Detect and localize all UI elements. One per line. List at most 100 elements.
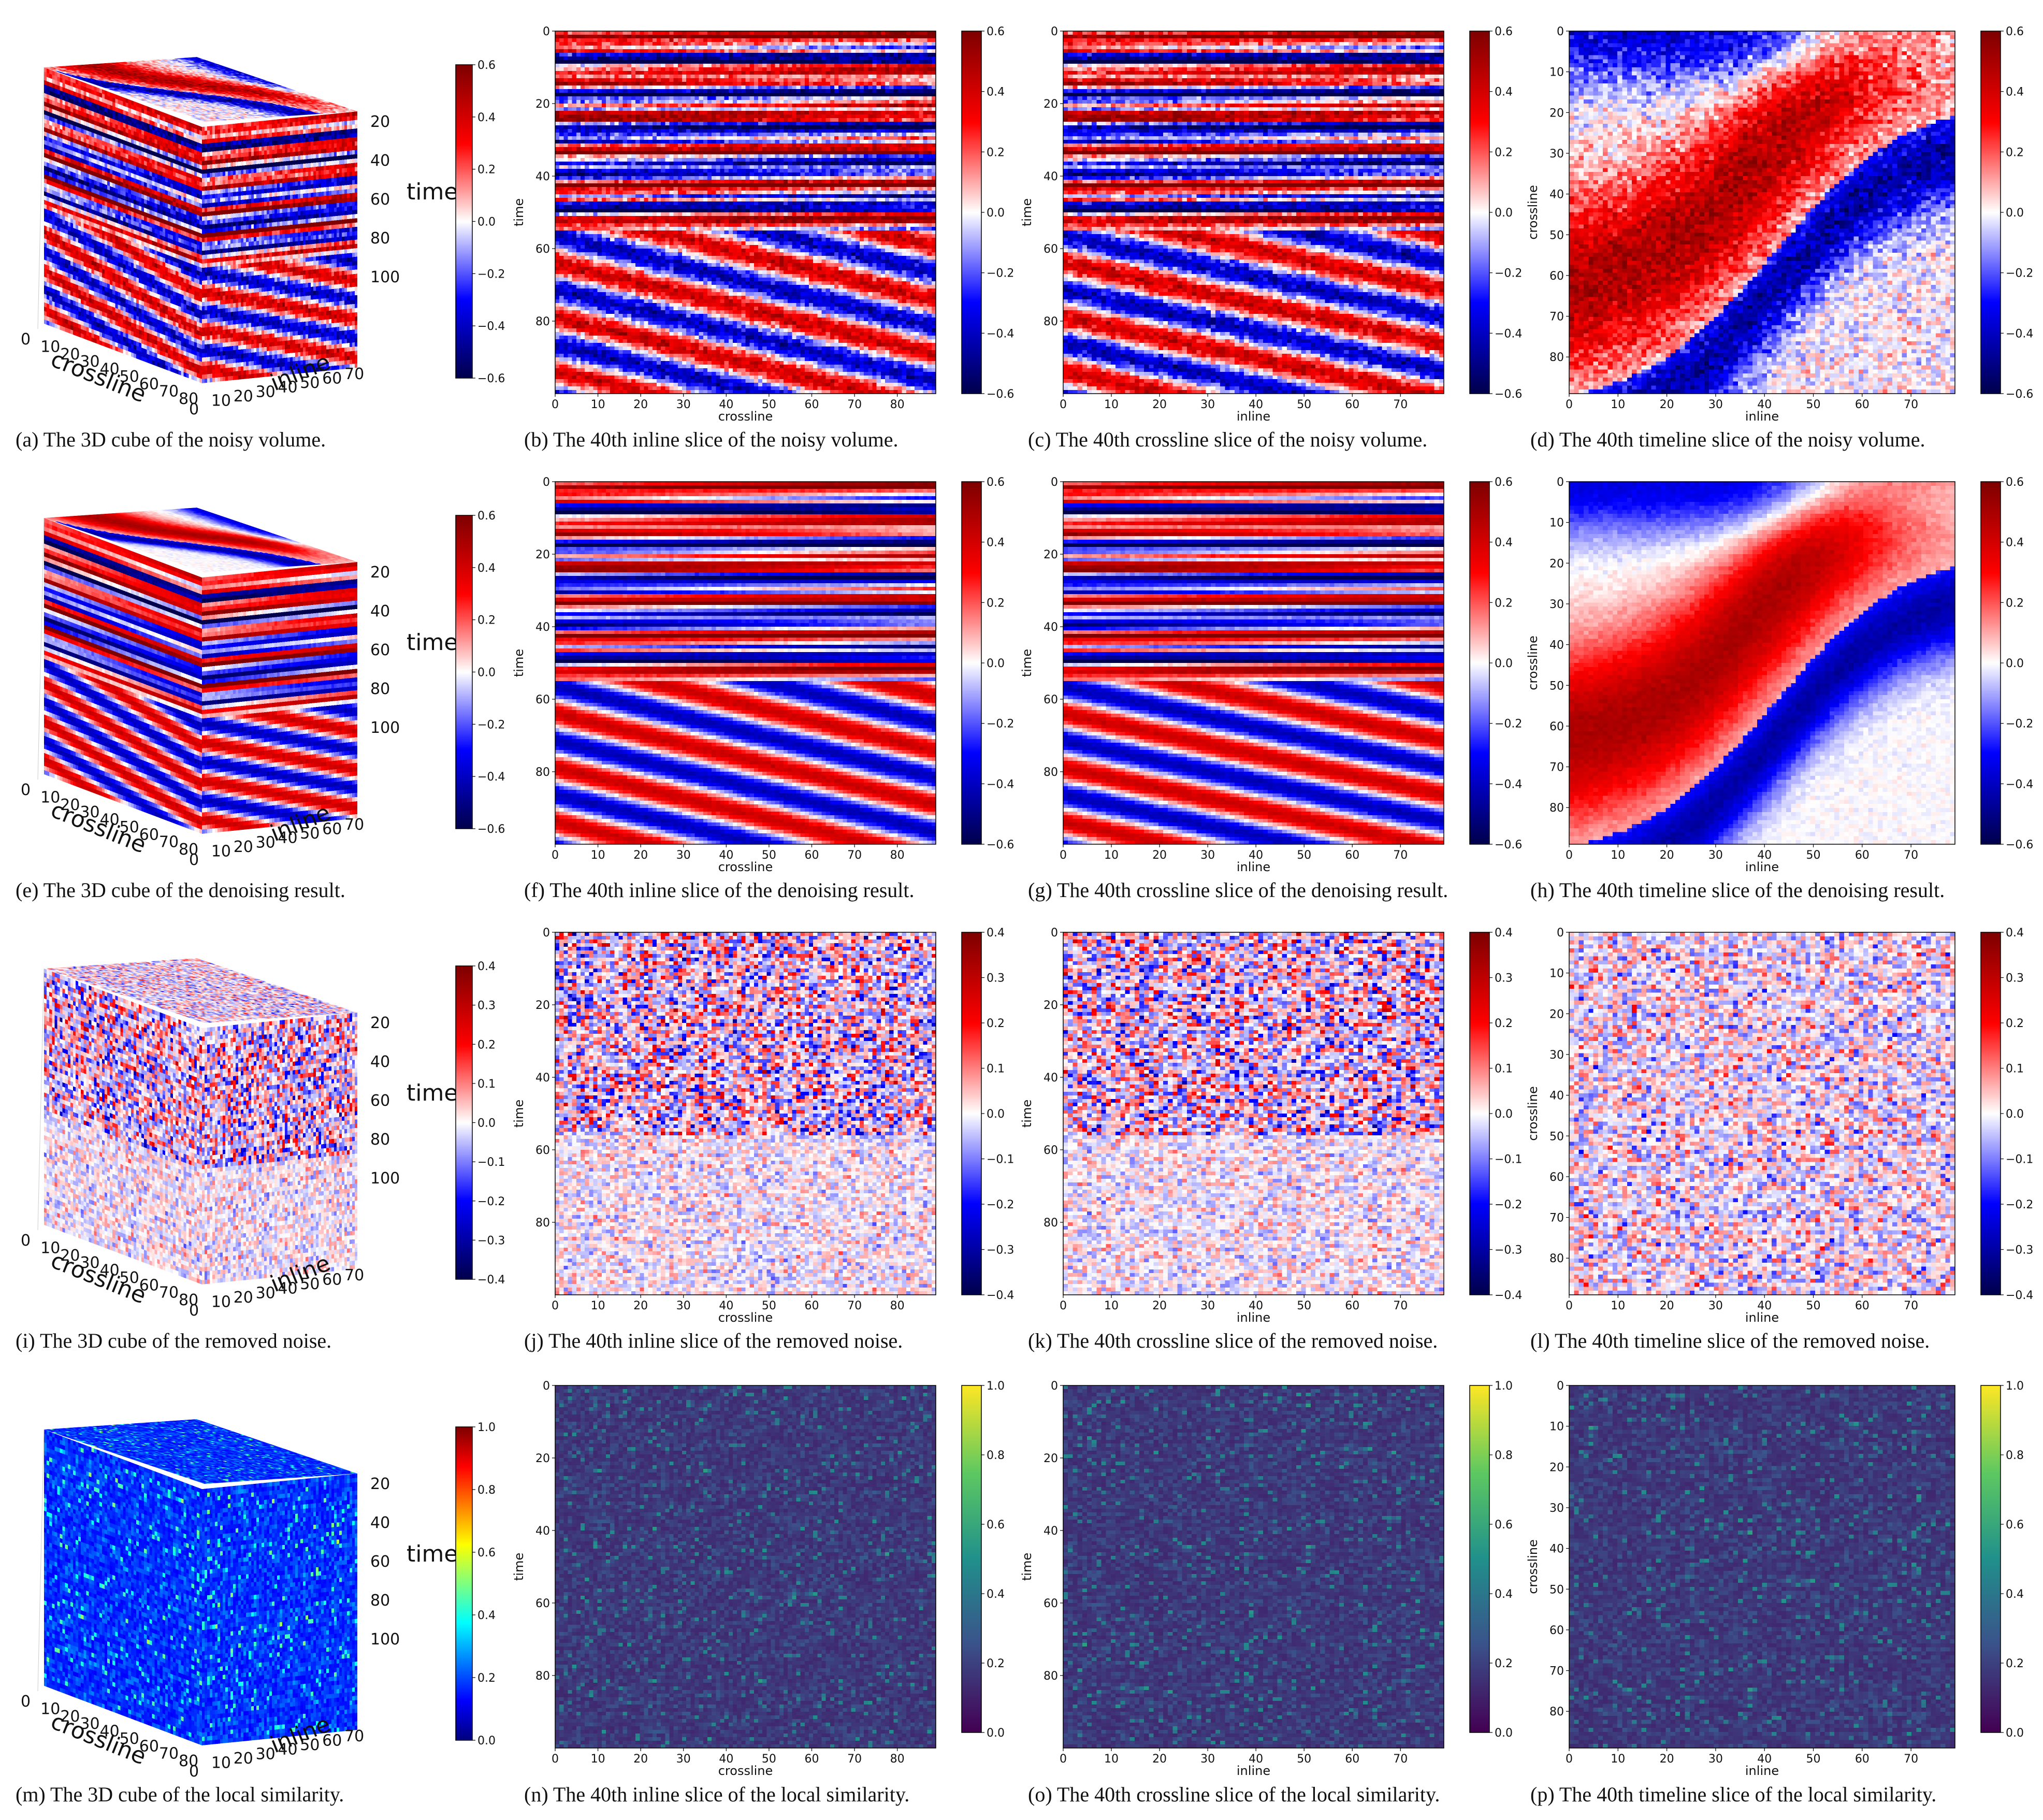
colorbar-tick-label: −0.2: [477, 718, 505, 731]
x-tick-label: 40: [1249, 849, 1263, 862]
colorbar-tick-label: 0.0: [987, 1727, 1005, 1740]
y-axis-label: time: [512, 198, 526, 226]
x-tick-label: 60: [1855, 1299, 1870, 1312]
colorbar-tick-label: −0.4: [2006, 778, 2033, 791]
y-tick-label: 80: [535, 1670, 550, 1683]
x-tick-label: 50: [1297, 1753, 1311, 1766]
colorbar-tick-label: −0.4: [2006, 327, 2033, 340]
colorbar-tick-label: −0.2: [987, 1198, 1014, 1211]
colorbar-tick-label: −0.4: [987, 327, 1014, 340]
y-tick-label: 20: [1549, 1461, 1564, 1474]
inline-tick-label: 40: [278, 1280, 297, 1298]
x-axis-label: crossline: [718, 860, 773, 874]
inline-tick-label: 0: [189, 400, 199, 418]
y-axis-label: time: [512, 649, 526, 677]
x-tick-label: 10: [1611, 398, 1625, 411]
plot-frame: [555, 1385, 936, 1749]
colorbar-tick-label: −0.6: [2006, 388, 2033, 401]
time-tick-label: 100: [370, 268, 400, 286]
crossline-tick-label: 70: [159, 383, 179, 401]
y-tick-label: 60: [1549, 270, 1564, 283]
crossline-tick-label: 30: [80, 1254, 99, 1272]
colorbar-tick-label: 0.0: [2006, 1108, 2024, 1121]
colorbar-tick-label: −0.6: [1495, 388, 1522, 401]
x-tick-label: 0: [1060, 1299, 1067, 1312]
crossline-tick-label: 20: [60, 796, 80, 814]
crossline-tick-label: 70: [159, 1284, 179, 1302]
x-tick-label: 80: [890, 1299, 905, 1312]
colorbar-tick-label: 0.6: [477, 59, 496, 72]
crossline-tick-label: 20: [60, 1247, 80, 1265]
inline-tick-label: 10: [211, 842, 231, 860]
x-tick-label: 20: [633, 849, 648, 862]
cube-face-image: [44, 518, 202, 834]
panel-l: 0 10 20 30 40 50 60 70 0 10 20 30 40 50 60 70 80 inline cr…: [1526, 927, 2033, 1352]
inline-tick-label: 30: [256, 1745, 276, 1763]
x-tick-label: 40: [1757, 1299, 1772, 1312]
x-tick-label: 70: [1904, 398, 1918, 411]
cube-right-face: [202, 111, 357, 383]
y-tick-label: 40: [1044, 621, 1058, 634]
inline-tick-label: 20: [234, 1750, 253, 1768]
x-tick-label: 0: [1060, 1753, 1067, 1766]
crossline-tick-label: 10: [40, 1239, 60, 1257]
x-axis-label: inline: [1745, 1310, 1779, 1325]
colorbar-tick-label: 0.4: [477, 562, 496, 575]
x-tick-label: 20: [1660, 398, 1674, 411]
time-tick-label: 80: [370, 1131, 390, 1149]
colorbar-tick-label: −0.6: [2006, 839, 2033, 851]
crossline-tick-label: 40: [100, 811, 120, 829]
colorbar-frame: [1469, 1385, 1490, 1733]
x-tick-label: 30: [1708, 1753, 1723, 1766]
inline-tick-label: 10: [211, 1754, 231, 1772]
y-tick-label: 70: [1549, 311, 1564, 324]
x-tick-label: 40: [1249, 398, 1263, 411]
panel-h: 0 10 20 30 40 50 60 70 0 10 20 30 40 50 60 70 80 inline cr…: [1526, 476, 2033, 902]
panel-caption: (a) The 3D cube of the noisy volume.: [16, 428, 326, 451]
y-axis-label: time: [512, 1100, 526, 1128]
y-axis-label: time: [512, 1553, 526, 1581]
x-tick-label: 30: [1708, 849, 1723, 862]
crossline-tick-label: 40: [100, 1262, 120, 1280]
panel-caption: (f) The 40th inline slice of the denoisi…: [524, 878, 915, 902]
x-axis-label: crossline: [718, 1310, 773, 1325]
x-tick-label: 0: [552, 398, 559, 411]
x-tick-label: 40: [1757, 849, 1772, 862]
colorbar-tick-label: −0.2: [2006, 1198, 2033, 1211]
y-tick-label: 80: [535, 1217, 550, 1230]
colorbar-tick-label: 0.6: [987, 476, 1005, 489]
colorbar-tick-label: −0.6: [987, 388, 1014, 401]
time-tick-label: 100: [370, 1169, 400, 1188]
colorbar-tick-label: 0.6: [2006, 476, 2024, 489]
colorbar-tick-label: 0.4: [1495, 537, 1513, 550]
colorbar-gradient: [1981, 1385, 2001, 1732]
colorbar-tick-label: 0.0: [1495, 1108, 1513, 1121]
colorbar-tick-label: 0.3: [1495, 972, 1513, 985]
panel-g: 0 10 20 30 40 50 60 70 0 20 40 60 80 inline time 0.6 0.4…: [1020, 476, 1522, 902]
colorbar-tick-label: −0.2: [2006, 267, 2033, 280]
colorbar-tick-label: −0.6: [477, 823, 505, 836]
y-tick-label: 60: [535, 1144, 550, 1157]
panel-caption: (b) The 40th inline slice of the noisy v…: [524, 428, 898, 451]
colorbar-tick-label: −0.3: [987, 1244, 1014, 1257]
time-axis-label: time: [407, 1080, 458, 1106]
colorbar-gradient: [456, 966, 472, 1279]
colorbar-tick-label: 0.6: [477, 1547, 496, 1559]
x-tick-label: 30: [676, 398, 691, 411]
time-axis-label: time: [407, 179, 458, 205]
cube-left-face: [44, 518, 202, 834]
x-tick-label: 50: [762, 1753, 776, 1766]
colorbar-tick-label: 0.4: [987, 86, 1005, 99]
time-tick-label: 40: [370, 602, 390, 620]
inline-tick-label: 30: [256, 1284, 276, 1302]
x-tick-label: 0: [1566, 1299, 1573, 1312]
x-tick-label: 20: [1152, 1753, 1167, 1766]
y-axis-label: time: [1020, 1100, 1034, 1128]
colorbar-tick-label: 0.8: [2006, 1449, 2024, 1462]
y-axis-label: crossline: [1526, 185, 1540, 240]
colorbar-tick-label: −0.4: [477, 320, 505, 333]
crossline-tick-label: 60: [139, 1737, 159, 1755]
cube-face-image: [44, 1429, 202, 1745]
y-tick-label: 50: [1549, 229, 1564, 242]
colorbar-tick-label: −0.2: [477, 268, 505, 281]
